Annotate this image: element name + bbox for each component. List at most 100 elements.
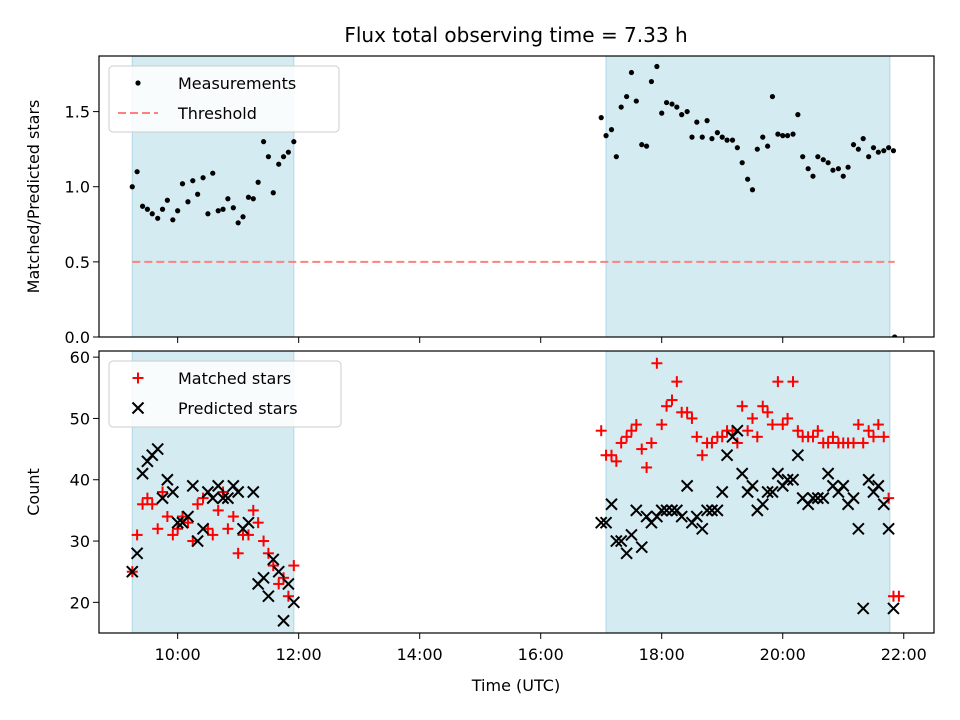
matched-point (636, 443, 648, 455)
predicted-point-stroke-b (852, 522, 865, 535)
predicted-point (595, 516, 608, 529)
measurement-point (280, 154, 287, 160)
matched-point (267, 560, 279, 572)
predicted-point-stroke-b (781, 473, 794, 486)
predicted-point (610, 534, 623, 548)
matched-point (757, 400, 769, 412)
matched-point (625, 425, 637, 437)
measurement-point (820, 157, 826, 163)
predicted-point-stroke-b (826, 479, 840, 493)
matched-point (273, 578, 285, 590)
matched-point (222, 523, 234, 535)
x-tick-label: 12:00 (276, 645, 322, 664)
predicted-point-stroke-b (625, 528, 638, 542)
predicted-point (731, 424, 744, 437)
predicted-point-stroke-b (791, 449, 805, 462)
chart-title: Flux total observing time = 7.33 h (344, 23, 687, 47)
matched-point (686, 412, 698, 424)
matched-point (252, 517, 264, 529)
measurement-point (784, 133, 791, 139)
count-panel: 20 30 40 50 60 10:00 12:00 14:00 16:00 18:00 20:00… (24, 348, 935, 664)
measurement-point (805, 166, 811, 172)
predicted-point-stroke-b (191, 534, 204, 548)
predicted-point (166, 485, 180, 499)
measurement-point (618, 104, 624, 110)
matched-point (167, 529, 179, 541)
measurement-point (659, 110, 665, 116)
predicted-point (151, 442, 164, 456)
predicted-point (161, 473, 174, 486)
measurement-point (835, 166, 841, 172)
matched-point (762, 406, 774, 418)
measurement-point (276, 161, 282, 167)
measurement-point (795, 112, 801, 118)
y-tick-label: 20 (70, 593, 90, 612)
measurement-point (134, 169, 140, 175)
measurement-point (265, 154, 272, 160)
measurement-point (643, 143, 650, 149)
measurement-point (598, 115, 604, 121)
matched-point (746, 412, 758, 424)
y-tick-label: 0.0 (65, 328, 90, 347)
measurement-point (291, 139, 297, 145)
predicted-point (186, 479, 199, 493)
measurement-point (663, 99, 670, 106)
predicted-point (746, 479, 759, 493)
predicted-point (877, 498, 890, 511)
predicted-point (171, 516, 184, 529)
measurement-point (709, 136, 715, 142)
predicted-point-stroke-b (186, 479, 199, 493)
predicted-point-stroke-b (665, 504, 679, 517)
measurement-point (220, 206, 226, 212)
matched-point (872, 419, 884, 431)
predicted-point-stroke-b (680, 479, 694, 493)
matched-point (137, 498, 149, 510)
predicted-point-stroke-b (161, 473, 174, 486)
predicted-point-stroke-b (614, 534, 628, 548)
measurement-point (780, 133, 786, 139)
predicted-point-stroke-b (655, 504, 668, 517)
y-tick-label: 0.5 (65, 253, 90, 272)
predicted-point-stroke-b (267, 553, 280, 566)
measurement-point (175, 208, 181, 214)
predicted-point-stroke-b (817, 491, 830, 505)
predicted-point-stroke-b (257, 571, 270, 585)
predicted-point (771, 467, 785, 480)
matched-point (736, 400, 748, 412)
measurement-point (890, 148, 897, 154)
predicted-point-stroke-b (272, 565, 285, 578)
predicted-point-stroke-b (242, 516, 255, 529)
measurement-point (745, 176, 751, 182)
predicted-point-stroke-b (171, 516, 184, 529)
measurement-point (775, 131, 781, 137)
predicted-point (191, 534, 204, 548)
y-tick-label: 50 (70, 409, 90, 428)
matched-point (766, 419, 778, 431)
measurement-point (603, 133, 609, 139)
legend-measurement-marker (135, 80, 141, 86)
predicted-point-stroke-b (221, 491, 235, 505)
predicted-point-stroke-b (151, 442, 164, 456)
measurement-point (699, 134, 705, 140)
measurement-point (800, 154, 806, 160)
predicted-point-stroke-b (756, 498, 769, 511)
predicted-point (196, 522, 210, 535)
legend-frame (108, 360, 342, 428)
measurement-point (260, 139, 267, 145)
predicted-point (872, 479, 885, 493)
matched-point (878, 431, 890, 443)
measurement-point (719, 134, 725, 140)
predicted-point (130, 547, 144, 560)
matched-point (645, 437, 657, 449)
y-tick-label: 1.5 (65, 103, 90, 122)
predicted-point-stroke-b (731, 424, 744, 437)
legend: Matched stars Predicted stars (108, 360, 342, 428)
measurement-point (892, 334, 898, 337)
measurement-point (639, 142, 645, 148)
legend-frame (108, 65, 340, 133)
predicted-point-stroke-b (811, 491, 825, 505)
matched-point (782, 412, 794, 424)
matched-point (867, 431, 879, 443)
measurement-point (654, 63, 660, 70)
axes-frame (98, 55, 935, 338)
